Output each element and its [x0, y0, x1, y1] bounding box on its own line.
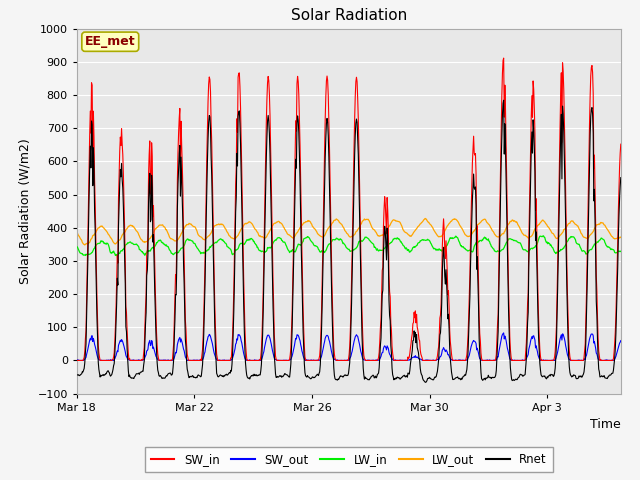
SW_in [353, 74, 360, 80]
LW_in [111, 252, 119, 258]
SW_out [386, 351, 394, 357]
Rnet [345, 371, 353, 376]
SW_out [353, 333, 361, 339]
SW_out [617, 338, 625, 344]
LW_out [124, 225, 132, 231]
SW_out [440, 346, 448, 352]
LW_in [540, 233, 547, 239]
SW_in [124, 327, 131, 333]
Legend: SW_in, SW_out, LW_in, LW_out, Rnet: SW_in, SW_out, LW_in, LW_out, Rnet [145, 447, 553, 472]
Line: LW_in: LW_in [77, 236, 621, 255]
SW_out [73, 358, 81, 363]
Line: LW_out: LW_out [77, 218, 621, 245]
X-axis label: Time: Time [590, 418, 621, 431]
SW_out [345, 358, 353, 363]
Line: SW_in: SW_in [77, 58, 621, 360]
LW_out [421, 216, 429, 221]
Rnet [124, 346, 131, 351]
LW_in [73, 244, 81, 250]
Title: Solar Radiation: Solar Radiation [291, 9, 407, 24]
LW_out [353, 228, 361, 234]
Rnet [353, 116, 360, 122]
Rnet [385, 298, 393, 303]
SW_out [316, 356, 324, 362]
LW_in [124, 240, 132, 246]
SW_in [73, 358, 81, 363]
Rnet [316, 369, 323, 375]
SW_out [500, 330, 508, 336]
LW_out [316, 233, 324, 239]
Y-axis label: Solar Radiation (W/m2): Solar Radiation (W/m2) [19, 138, 32, 284]
LW_in [386, 240, 394, 246]
Line: SW_out: SW_out [77, 333, 621, 360]
LW_in [353, 244, 361, 250]
LW_in [617, 248, 625, 254]
LW_out [441, 228, 449, 234]
Rnet [440, 255, 448, 261]
LW_in [345, 246, 353, 252]
LW_in [316, 249, 324, 255]
SW_in [345, 356, 353, 362]
SW_in [500, 55, 508, 61]
Line: Rnet: Rnet [77, 100, 621, 383]
Text: EE_met: EE_met [85, 35, 136, 48]
SW_in [316, 353, 323, 359]
LW_out [386, 223, 394, 228]
Rnet [422, 380, 429, 385]
Rnet [617, 175, 625, 180]
SW_in [617, 141, 625, 147]
LW_out [345, 233, 353, 239]
SW_out [124, 357, 132, 362]
Rnet [500, 97, 508, 103]
LW_out [617, 235, 625, 240]
SW_in [440, 216, 447, 222]
SW_out [76, 358, 84, 363]
LW_out [73, 230, 81, 236]
LW_out [81, 242, 88, 248]
SW_in [385, 272, 393, 277]
LW_in [440, 246, 448, 252]
Rnet [73, 372, 81, 378]
